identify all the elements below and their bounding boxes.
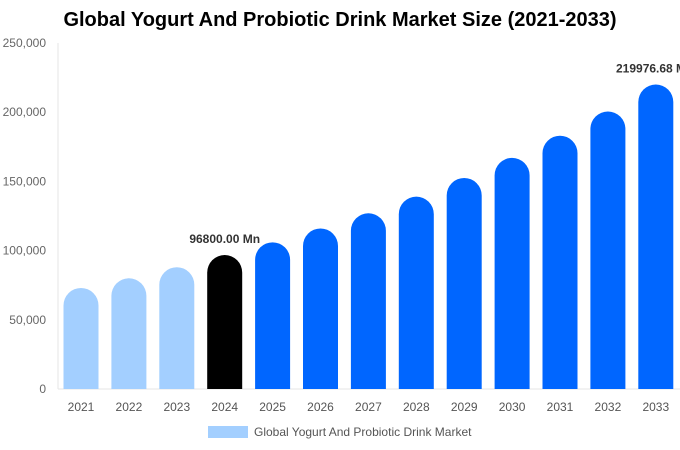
bar-2028 bbox=[398, 196, 434, 389]
x-tick-label: 2026 bbox=[307, 400, 334, 414]
chart-title: Global Yogurt And Probiotic Drink Market… bbox=[63, 9, 617, 31]
data-label-2033: 219976.68 Mn bbox=[616, 62, 680, 76]
x-tick-label: 2033 bbox=[642, 400, 669, 414]
bar-2027 bbox=[350, 213, 386, 389]
bar-2023 bbox=[159, 267, 195, 389]
x-tick-label: 2024 bbox=[211, 400, 238, 414]
bar-2033 bbox=[638, 84, 674, 389]
legend-swatch bbox=[208, 426, 248, 438]
y-tick-label: 50,000 bbox=[9, 313, 46, 327]
x-tick-label: 2028 bbox=[403, 400, 430, 414]
bar-2032 bbox=[590, 111, 626, 389]
y-tick-label: 0 bbox=[39, 382, 46, 396]
bar-2029 bbox=[446, 177, 482, 389]
bar-2025 bbox=[255, 242, 291, 389]
y-tick-label: 150,000 bbox=[3, 174, 47, 188]
x-tick-label: 2031 bbox=[547, 400, 574, 414]
bar-2026 bbox=[303, 228, 338, 389]
x-tick-label: 2029 bbox=[451, 400, 478, 414]
legend-label: Global Yogurt And Probiotic Drink Market bbox=[254, 425, 472, 439]
legend: Global Yogurt And Probiotic Drink Market bbox=[208, 425, 471, 439]
y-tick-label: 100,000 bbox=[3, 244, 47, 258]
x-tick-label: 2025 bbox=[259, 400, 286, 414]
x-tick-label: 2027 bbox=[355, 400, 382, 414]
x-tick-label: 2021 bbox=[68, 400, 95, 414]
data-label-2024: 96800.00 Mn bbox=[189, 232, 260, 246]
bar-2022 bbox=[111, 278, 147, 389]
bar-2031 bbox=[542, 135, 578, 389]
x-tick-label: 2030 bbox=[499, 400, 526, 414]
bar-2024 bbox=[207, 255, 243, 389]
y-tick-label: 250,000 bbox=[3, 36, 47, 50]
x-tick-label: 2022 bbox=[116, 400, 143, 414]
bar-2021 bbox=[63, 287, 99, 389]
bar-2030 bbox=[494, 157, 530, 389]
y-tick-label: 200,000 bbox=[3, 105, 47, 119]
x-tick-label: 2032 bbox=[595, 400, 622, 414]
x-tick-label: 2023 bbox=[163, 400, 190, 414]
